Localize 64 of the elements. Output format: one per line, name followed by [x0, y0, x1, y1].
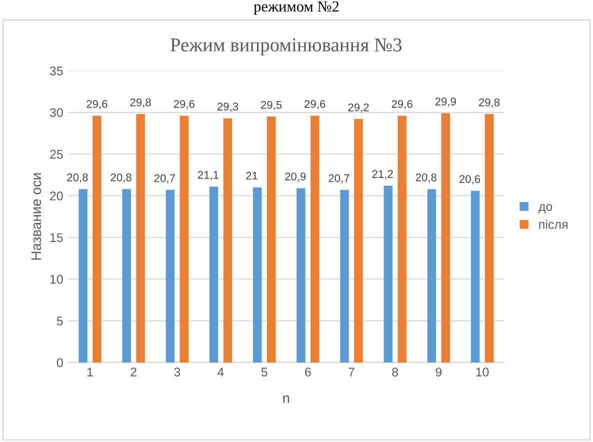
- x-tick-label: 10: [476, 368, 489, 376]
- data-label: 29,6: [392, 100, 412, 110]
- data-label: 21,2: [372, 170, 393, 180]
- x-tick-label: 7: [348, 368, 354, 376]
- data-label: 20,9: [285, 172, 306, 182]
- y-tick-label: 20: [50, 192, 63, 200]
- data-label: 29,6: [86, 100, 108, 110]
- data-label: 20,8: [67, 173, 88, 183]
- data-label: 29,2: [348, 103, 369, 113]
- bar: [340, 190, 349, 362]
- bar: [427, 189, 436, 362]
- bar: [266, 116, 276, 362]
- data-label: 29,5: [261, 100, 282, 110]
- chart-title: Режим випромінювання №3: [170, 38, 402, 56]
- bar: [166, 190, 175, 362]
- x-axis-title: n: [283, 395, 290, 403]
- bar: [92, 116, 102, 362]
- x-tick-label: 4: [218, 368, 224, 376]
- y-tick-label: 25: [50, 150, 63, 159]
- y-tick-label: 35: [50, 66, 63, 76]
- bar: [209, 186, 218, 362]
- bar: [441, 113, 450, 362]
- bar: [384, 186, 392, 362]
- data-label: 20,8: [110, 173, 132, 183]
- data-label: 21,1: [198, 170, 218, 180]
- x-tick-label: 9: [436, 368, 442, 376]
- y-tick-label: 30: [50, 108, 63, 118]
- x-tick-label: 5: [261, 368, 268, 376]
- bar: [223, 118, 232, 362]
- bar: [398, 116, 406, 362]
- x-tick-label: 8: [392, 368, 398, 376]
- data-label: 20,6: [459, 175, 480, 184]
- bar: [78, 189, 88, 362]
- bar: [253, 187, 262, 362]
- bar: [470, 190, 480, 362]
- y-tick-label: 5: [56, 316, 63, 326]
- data-label: 20,8: [416, 173, 436, 183]
- x-tick-label: 6: [305, 368, 311, 376]
- x-tick-label: 2: [130, 368, 136, 376]
- bar: [122, 189, 131, 362]
- legend-label: після: [539, 220, 568, 229]
- bar: [484, 114, 494, 362]
- data-label: 21: [246, 172, 258, 180]
- data-label: 29,8: [130, 98, 151, 108]
- data-label: 20,7: [154, 174, 175, 184]
- y-tick-label: 15: [50, 233, 63, 242]
- bar: [136, 114, 145, 362]
- y-tick-label: 0: [56, 358, 63, 368]
- y-tick-label: 10: [50, 274, 63, 284]
- data-label: 29,6: [304, 100, 326, 110]
- legend-label: до: [538, 204, 552, 214]
- bar: [310, 116, 320, 362]
- data-label: 20,7: [328, 174, 350, 184]
- x-tick-label: 1: [87, 368, 93, 376]
- bar: [180, 116, 188, 362]
- bar: [296, 188, 306, 362]
- data-label: 29,6: [174, 100, 194, 110]
- bar: [354, 119, 363, 362]
- data-label: 29,3: [217, 102, 238, 112]
- x-tick-label: 3: [174, 368, 180, 376]
- text: режимом №2: [254, 1, 339, 15]
- data-label: 29,8: [478, 98, 500, 108]
- y-axis-title: Название оси: [31, 173, 42, 260]
- data-label: 29,9: [435, 98, 456, 107]
